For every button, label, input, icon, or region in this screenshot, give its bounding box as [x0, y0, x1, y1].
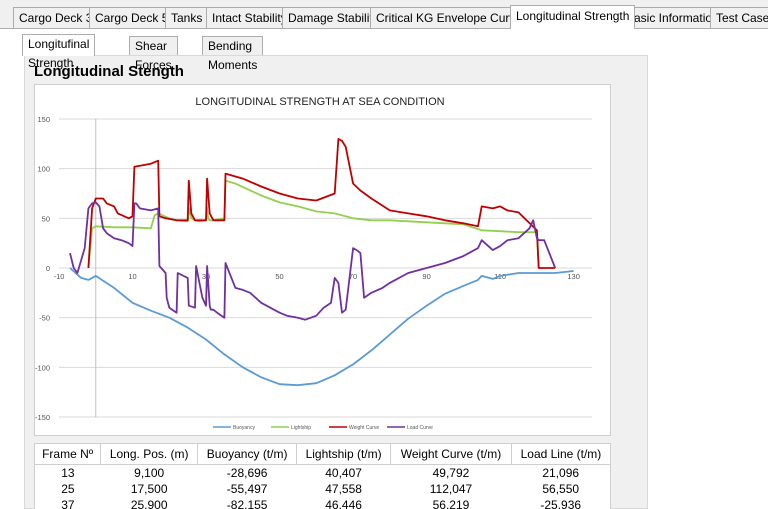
- table-header-row: Frame Nº Long. Pos. (m) Buoyancy (t/m) L…: [35, 444, 610, 465]
- tab-longitudinal-strength[interactable]: Longitudinal Strength: [510, 5, 636, 29]
- series-line-lightship: [87, 179, 540, 269]
- y-tick-labels: 150 100 50 0 -50 -100 -150: [35, 115, 50, 422]
- y-tick-label: -100: [35, 363, 50, 372]
- cell-weight-curve: 56,219: [432, 498, 470, 509]
- col-lightship[interactable]: Lightship (t/m): [296, 444, 392, 465]
- cell-long-pos: 25,900: [130, 498, 168, 509]
- grid-lines: [59, 118, 592, 418]
- series-lines: [69, 138, 574, 387]
- y-tick-label: 0: [46, 264, 50, 273]
- cell-load-line: 56,550: [542, 482, 580, 496]
- panel-title: Longitudinal Stength: [34, 63, 184, 80]
- cell-long-pos: 9,100: [134, 466, 165, 480]
- cell-lightship: 47,558: [325, 482, 362, 496]
- y-tick-label: 100: [37, 165, 50, 174]
- cell-weight-curve: 112,047: [429, 482, 473, 496]
- cell-buoyancy: -55,497: [226, 482, 268, 496]
- strength-table: Frame Nº Long. Pos. (m) Buoyancy (t/m) L…: [35, 444, 610, 509]
- table-row[interactable]: 13 9,100 -28,696 40,407 49,792 21,096: [35, 465, 610, 482]
- tab-tanks[interactable]: Tanks: [165, 7, 209, 28]
- cell-frame: 37: [61, 498, 75, 509]
- legend-label: Lightship: [291, 425, 311, 431]
- cell-long-pos: 17,500: [130, 482, 168, 496]
- x-tick-label: 130: [567, 272, 580, 281]
- table-row[interactable]: 37 25,900 -82,155 46,446 56,219 -25,936: [35, 497, 610, 509]
- legend-label: Buoyancy: [233, 425, 255, 431]
- longitudinal-strength-chart: LONGITUDINAL STRENGTH AT SEA CONDITION 1…: [34, 84, 611, 436]
- tab-basic-information[interactable]: Basic Information: [620, 7, 725, 28]
- table-row[interactable]: 25 17,500 -55,497 47,558 112,047 56,550: [35, 481, 610, 497]
- col-buoyancy[interactable]: Buoyancy (t/m): [197, 444, 298, 465]
- x-tick-label: -10: [54, 272, 65, 281]
- cell-lightship: 40,407: [325, 466, 362, 480]
- tab-cargo-deck-3[interactable]: Cargo Deck 3: [13, 7, 99, 28]
- y-tick-label: 150: [37, 115, 50, 124]
- chart-legend: Buoyancy Lightship Weight Curve Load Curve: [213, 425, 433, 431]
- tab-intact-stability[interactable]: Intact Stability: [206, 7, 293, 28]
- page-background: [648, 55, 768, 509]
- legend-label: Load Curve: [407, 425, 433, 431]
- cell-frame: 13: [61, 466, 75, 480]
- series-line-load-curve: [69, 201, 557, 321]
- col-frame-number[interactable]: Frame Nº: [35, 444, 102, 465]
- col-load-line[interactable]: Load Line (t/m): [511, 444, 610, 465]
- x-tick-label: 70: [349, 272, 357, 281]
- subtab-bending-moments[interactable]: Bending Moments: [202, 36, 264, 72]
- x-tick-label: 10: [128, 272, 136, 281]
- series-line-buoyancy: [69, 267, 574, 387]
- cell-frame: 25: [61, 482, 75, 496]
- strength-table-container: Frame Nº Long. Pos. (m) Buoyancy (t/m) L…: [34, 443, 611, 509]
- y-tick-label: -150: [35, 413, 50, 422]
- cell-weight-curve: 49,792: [432, 466, 470, 480]
- col-long-pos[interactable]: Long. Pos. (m): [100, 444, 199, 465]
- series-line-weight-curve: [87, 138, 556, 269]
- main-tab-strip: Cargo Deck 3 Cargo Deck 5 Tanks Intact S…: [0, 5, 768, 29]
- y-tick-label: -50: [39, 314, 50, 323]
- tab-damage-stability[interactable]: Damage Stability: [282, 7, 385, 28]
- cell-buoyancy: -28,696: [226, 466, 268, 480]
- subtab-longitudinal-strength[interactable]: Longitufinal Strength: [22, 34, 96, 70]
- cell-lightship: 46,446: [325, 498, 362, 509]
- x-tick-label: 90: [422, 272, 430, 281]
- legend-label: Weight Curve: [349, 425, 379, 431]
- tab-critical-kg-envelope-curves[interactable]: Critical KG Envelope Curves: [370, 7, 535, 28]
- tab-test-cases[interactable]: Test Cases: [710, 7, 768, 28]
- cell-load-line: -25,936: [540, 498, 582, 509]
- y-tick-label: 50: [42, 214, 50, 223]
- chart-title: LONGITUDINAL STRENGTH AT SEA CONDITION: [195, 96, 444, 108]
- cell-buoyancy: -82,155: [226, 498, 268, 509]
- col-weight-curve[interactable]: Weight Curve (t/m): [390, 444, 512, 465]
- tab-cargo-deck-5[interactable]: Cargo Deck 5: [89, 7, 175, 28]
- chart-svg: LONGITUDINAL STRENGTH AT SEA CONDITION 1…: [35, 96, 592, 431]
- subtab-shear-forces[interactable]: Shear Forces: [129, 36, 178, 72]
- cell-load-line: 21,096: [542, 466, 580, 480]
- x-tick-label: 50: [275, 272, 283, 281]
